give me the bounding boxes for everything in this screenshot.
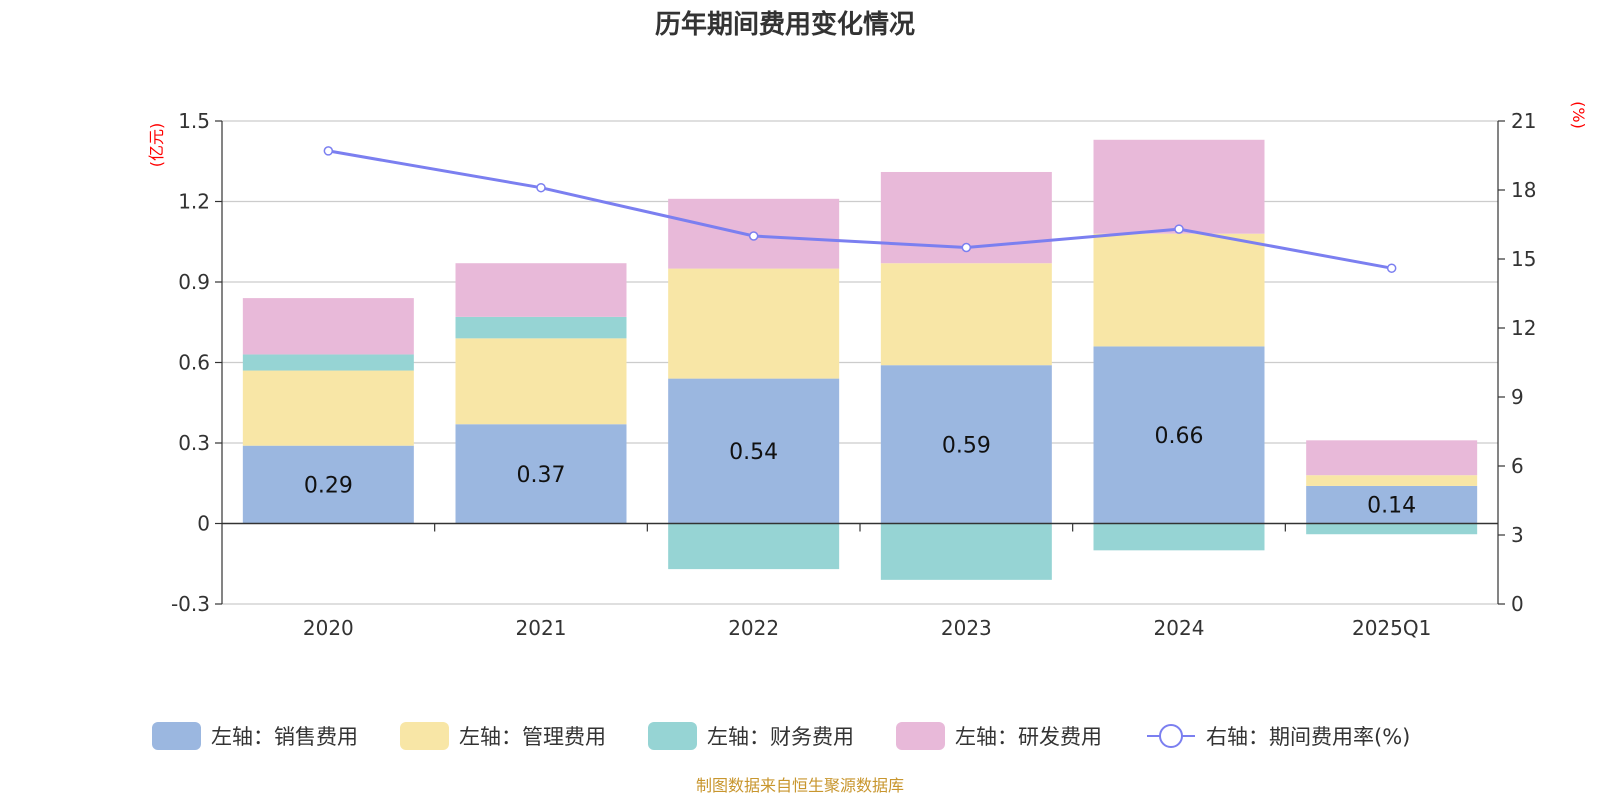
legend-label: 右轴：期间费用率(%) — [1206, 725, 1410, 749]
legend-label: 左轴：管理费用 — [459, 725, 606, 749]
left-axis-unit: (亿元) — [147, 123, 166, 168]
bar-segment — [455, 263, 627, 317]
legend-item[interactable]: 左轴：销售费用 — [152, 722, 358, 750]
right-tick-label: 0 — [1511, 592, 1524, 616]
legend-swatch — [152, 722, 201, 750]
bar-segment — [242, 370, 414, 446]
legend-label: 左轴：销售费用 — [211, 725, 358, 749]
legend-item[interactable]: 左轴：财务费用 — [648, 722, 854, 750]
legend: 左轴：销售费用 左轴：管理费用 左轴：财务费用 左轴：研发费用 右轴：期间费用率(%) — [152, 722, 1410, 750]
legend-swatch — [400, 722, 449, 750]
bar-segment — [1306, 440, 1478, 476]
legend-item[interactable]: 左轴：研发费用 — [896, 722, 1102, 750]
rate-point — [961, 242, 972, 253]
bar-segment — [880, 263, 1052, 366]
data-labels: 0.29 0.37 0.54 0.59 0.66 0.14 — [304, 424, 1416, 519]
data-label: 0.14 — [1367, 494, 1416, 519]
grid — [222, 120, 1498, 605]
rate-line — [323, 146, 1397, 273]
category-label: 2024 — [1154, 616, 1205, 640]
left-tick-label: -0.3 — [171, 592, 210, 616]
rate-point — [1386, 263, 1397, 273]
category-label: 2023 — [941, 616, 992, 640]
data-label: 0.29 — [304, 474, 353, 499]
legend-item[interactable]: 右轴：期间费用率(%) — [1147, 724, 1410, 749]
bar-segment — [1306, 475, 1478, 486]
bar-segment — [1306, 485, 1478, 524]
bar-segment — [668, 523, 840, 570]
right-tick-label: 6 — [1511, 454, 1524, 478]
right-tick-label: 15 — [1511, 247, 1536, 271]
category-label: 2022 — [728, 616, 779, 640]
bar-segment — [242, 354, 414, 371]
data-label: 0.66 — [1155, 424, 1204, 449]
legend-label: 左轴：研发费用 — [955, 725, 1102, 749]
legend-swatch — [648, 722, 697, 750]
chart-title: 历年期间费用变化情况 — [655, 9, 915, 40]
data-label: 0.54 — [729, 440, 778, 465]
right-tick-label: 18 — [1511, 178, 1536, 202]
legend-marker-icon — [1159, 724, 1183, 748]
bar-segment — [668, 378, 840, 524]
bar-segment — [455, 424, 627, 524]
axes: -0.3 0 0.3 0.6 0.9 1.2 1.5 0 3 6 9 12 15 18 21 2020 2021… — [171, 109, 1536, 640]
bar-segment — [455, 338, 627, 425]
right-tick-label: 9 — [1511, 385, 1524, 409]
rate-point — [748, 231, 759, 241]
bar-segment — [1306, 523, 1478, 535]
bar-segment — [1093, 139, 1265, 234]
legend-item[interactable]: 左轴：管理费用 — [400, 722, 606, 750]
legend-swatch — [896, 722, 945, 750]
bar-segment — [668, 268, 840, 379]
category-label: 2020 — [303, 616, 354, 640]
bar-segment — [880, 365, 1052, 524]
bar-segment — [1093, 233, 1265, 347]
right-tick-label: 21 — [1511, 109, 1536, 133]
right-tick-label: 3 — [1511, 523, 1524, 547]
rate-line-path — [328, 149, 1392, 270]
legend-label: 左轴：财务费用 — [707, 725, 854, 749]
bar-segment — [242, 298, 414, 355]
bar-segment — [455, 316, 627, 339]
data-label: 0.59 — [942, 433, 991, 458]
left-tick-label: 1.5 — [178, 109, 210, 133]
category-label: 2021 — [516, 616, 567, 640]
rate-point — [1174, 224, 1184, 234]
right-axis-unit: (%) — [1569, 101, 1588, 129]
bars — [242, 139, 1478, 580]
bar-segment — [1093, 346, 1265, 524]
rate-point — [536, 182, 546, 193]
bar-segment — [1093, 523, 1265, 551]
bar-segment — [242, 445, 414, 524]
left-tick-label: 0.9 — [178, 270, 210, 294]
right-tick-label: 12 — [1511, 316, 1536, 340]
data-label: 0.37 — [517, 463, 566, 488]
category-label: 2025Q1 — [1352, 616, 1431, 640]
bar-segment — [880, 523, 1052, 580]
left-tick-label: 0.6 — [178, 351, 210, 375]
left-tick-label: 1.2 — [178, 190, 210, 214]
rate-point — [323, 146, 334, 156]
left-tick-label: 0.3 — [178, 431, 210, 455]
source-note: 制图数据来自恒生聚源数据库 — [696, 776, 904, 795]
left-tick-label: 0 — [197, 512, 210, 536]
